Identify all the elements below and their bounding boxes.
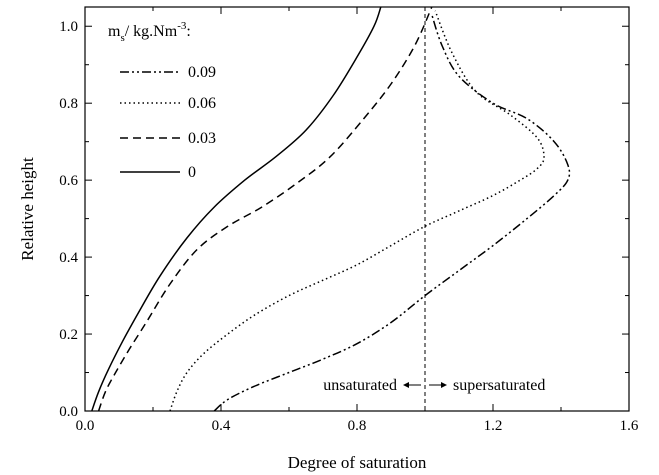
x-axis-label: Degree of saturation xyxy=(288,453,427,472)
y-tick-label: 0.2 xyxy=(59,327,78,343)
y-axis-label: Relative height xyxy=(18,157,37,261)
series-layer xyxy=(91,7,571,411)
legend-title-part: : xyxy=(186,23,190,40)
y-tick-label: 0.6 xyxy=(59,173,78,189)
annotations: unsaturated supersaturated xyxy=(323,377,545,394)
legend: ms/ kg.Nm-3: 0.09 0.06 0.03 0 xyxy=(108,20,216,181)
plot-frame xyxy=(84,6,630,412)
series-line-0-03 xyxy=(97,7,433,411)
legend-title-part: -3 xyxy=(177,20,187,32)
legend-label: 0.03 xyxy=(188,130,216,147)
x-tick-label: 1.2 xyxy=(484,418,503,434)
unsaturated-label: unsaturated xyxy=(323,377,397,394)
legend-label: 0.06 xyxy=(188,95,216,112)
plot-area xyxy=(84,6,630,412)
right-arrow-icon xyxy=(441,382,447,388)
legend-title-part: / kg.Nm xyxy=(125,23,178,40)
legend-title-part: s xyxy=(120,32,124,44)
x-tick-label: 0.8 xyxy=(348,418,367,434)
series-line-0-06 xyxy=(169,10,545,411)
series-line-0 xyxy=(91,7,382,411)
legend-label: 0.09 xyxy=(188,64,216,81)
x-tick-label: 0.0 xyxy=(76,418,95,434)
legend-title: ms/ kg.Nm-3: xyxy=(108,20,191,44)
y-tick-label: 0.0 xyxy=(59,404,78,420)
y-tick-label: 0.8 xyxy=(59,96,78,112)
legend-label: 0 xyxy=(188,164,196,181)
series-line-0-09 xyxy=(213,14,571,411)
x-tick-label: 1.6 xyxy=(620,418,639,434)
supersaturated-label: supersaturated xyxy=(453,377,545,394)
y-tick-label: 0.4 xyxy=(59,250,78,266)
left-arrow-icon xyxy=(403,382,409,388)
y-tick-label: 1.0 xyxy=(59,19,78,35)
legend-title-part: m xyxy=(108,23,121,40)
x-tick-label: 0.4 xyxy=(212,418,231,434)
